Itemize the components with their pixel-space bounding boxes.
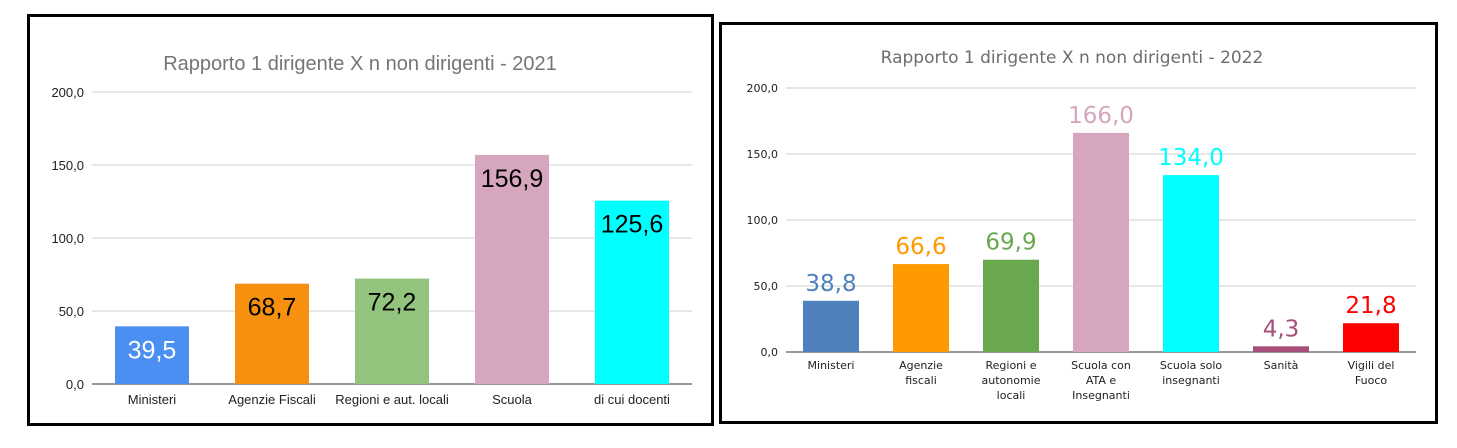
bar-3 xyxy=(355,278,429,384)
x-tick-label: Ministeri xyxy=(128,392,177,407)
y-tick-label: 200,0 xyxy=(747,82,779,95)
x-tick-label: Regioni e xyxy=(986,359,1037,372)
data-label: 38,8 xyxy=(805,271,856,297)
chart-title: Rapporto 1 dirigente X n non dirigenti -… xyxy=(881,48,1264,68)
data-label: 166,0 xyxy=(1068,103,1134,129)
data-label: 68,7 xyxy=(248,294,297,322)
chart-2021: Rapporto 1 dirigente X n non dirigenti -… xyxy=(51,53,692,407)
chart-2022: Rapporto 1 dirigente X n non dirigenti -… xyxy=(747,48,1416,402)
x-tick-label: di cui docenti xyxy=(594,392,670,407)
x-tick-label: Regioni e aut. locali xyxy=(335,392,449,407)
x-tick-label: ATA e xyxy=(1086,374,1117,387)
x-tick-label: Scuola solo xyxy=(1160,359,1223,372)
x-tick-label: Agenzie Fiscali xyxy=(228,392,316,407)
data-label: 125,6 xyxy=(601,211,664,239)
y-tick-label: 150,0 xyxy=(747,148,779,161)
x-tick-label: Fuoco xyxy=(1355,374,1387,387)
bar-4 xyxy=(1073,132,1129,352)
y-tick-label: 0,0 xyxy=(66,377,84,392)
data-label: 21,8 xyxy=(1345,293,1396,319)
bar-1 xyxy=(115,326,189,384)
data-label: 4,3 xyxy=(1263,316,1300,342)
data-label: 66,6 xyxy=(895,234,946,260)
x-tick-label: Agenzie xyxy=(899,359,943,372)
chart-title: Rapporto 1 dirigente X n non dirigenti -… xyxy=(163,53,557,75)
bar-2 xyxy=(235,283,309,384)
y-tick-label: 0,0 xyxy=(761,346,779,359)
bar-7 xyxy=(1343,323,1399,352)
bar-2 xyxy=(893,264,949,352)
data-label: 39,5 xyxy=(128,336,177,364)
y-tick-label: 50,0 xyxy=(59,304,84,319)
y-tick-label: 50,0 xyxy=(754,280,779,293)
y-tick-label: 200,0 xyxy=(51,85,84,100)
data-label: 72,2 xyxy=(368,289,417,317)
data-label: 134,0 xyxy=(1158,145,1224,171)
bar-1 xyxy=(803,300,859,352)
data-label: 69,9 xyxy=(985,230,1036,256)
x-tick-label: fiscali xyxy=(905,374,937,387)
x-tick-label: Scuola xyxy=(492,392,533,407)
bar-6 xyxy=(1253,346,1309,352)
data-label: 156,9 xyxy=(481,165,544,193)
y-tick-label: 150,0 xyxy=(51,158,84,173)
bar-3 xyxy=(983,259,1039,352)
chart-panel-2021: Rapporto 1 dirigente X n non dirigenti -… xyxy=(27,14,714,426)
x-tick-label: Ministeri xyxy=(808,359,855,372)
x-tick-label: Insegnanti xyxy=(1072,389,1130,402)
y-tick-label: 100,0 xyxy=(747,214,779,227)
x-tick-label: Sanità xyxy=(1264,359,1299,372)
x-tick-label: locali xyxy=(997,389,1026,402)
x-tick-label: autonomie xyxy=(982,374,1041,387)
y-tick-label: 100,0 xyxy=(51,231,84,246)
x-tick-label: Scuola con xyxy=(1071,359,1131,372)
x-tick-label: insegnanti xyxy=(1162,374,1220,387)
bar-5 xyxy=(595,200,669,384)
bar-5 xyxy=(1163,175,1219,352)
x-tick-label: Vigili del xyxy=(1348,359,1395,372)
bar-4 xyxy=(475,154,549,384)
chart-panel-2022: Rapporto 1 dirigente X n non dirigenti -… xyxy=(719,22,1438,424)
